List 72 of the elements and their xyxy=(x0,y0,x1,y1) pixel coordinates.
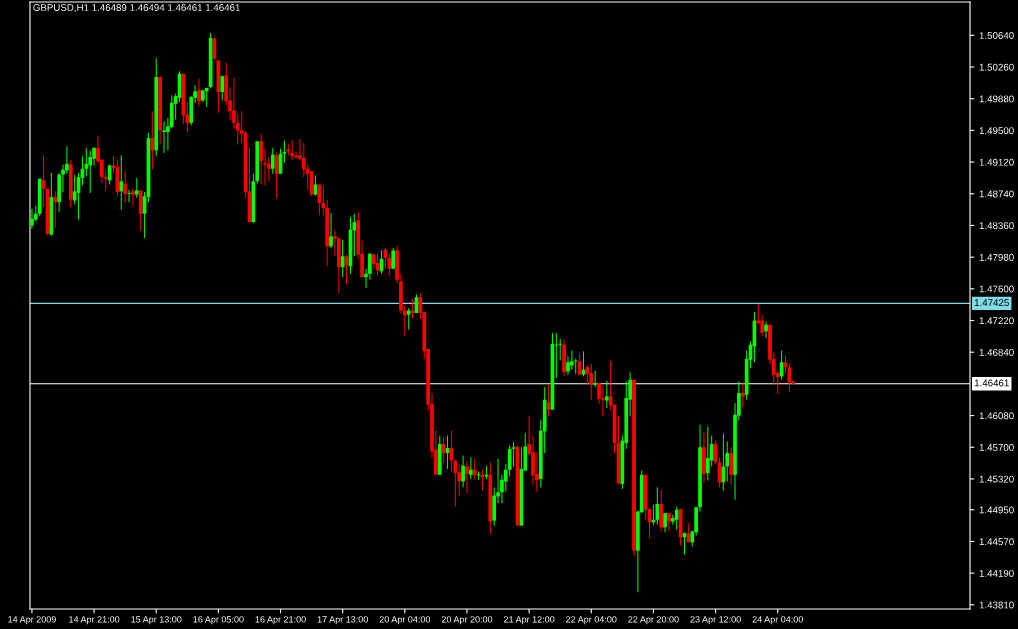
candlestick xyxy=(764,320,768,339)
candlestick xyxy=(566,355,570,376)
candlestick xyxy=(329,212,333,249)
candlestick xyxy=(570,350,574,371)
x-tick-label: 14 Apr 2009 xyxy=(8,616,56,625)
x-tick-label: 23 Apr 12:00 xyxy=(690,616,741,625)
candlestick xyxy=(270,147,275,175)
candlestick xyxy=(469,456,473,480)
candlestick xyxy=(604,380,609,409)
candlestick xyxy=(740,381,745,408)
x-tick-label: 24 Apr 04:00 xyxy=(752,616,803,625)
candlestick xyxy=(30,208,34,230)
y-tick-label: 1.49500 xyxy=(979,127,1014,135)
y-tick-label: 1.50640 xyxy=(979,32,1014,39)
x-tick-label: 21 Apr 12:00 xyxy=(503,616,555,625)
y-tick-label: 1.47220 xyxy=(979,317,1014,325)
candlestick xyxy=(119,154,124,211)
candlestick xyxy=(511,441,516,467)
y-tick-label: 1.43810 xyxy=(979,601,1014,609)
x-tick-label: 16 Apr 05:00 xyxy=(193,616,244,625)
candlestick xyxy=(461,455,465,488)
y-tick-label: 1.50260 xyxy=(979,63,1014,71)
candlestick xyxy=(127,189,131,203)
candlestick xyxy=(507,445,512,477)
chart-title: GBPUSD,H1 1.46489 1.46494 1.46461 1.46461 xyxy=(33,4,240,13)
y-tick-label: 1.44950 xyxy=(979,506,1014,514)
x-tick-label: 22 Apr 04:00 xyxy=(566,616,617,625)
y-tick-label: 1.46080 xyxy=(979,412,1014,420)
y-tick-label: 1.48740 xyxy=(979,190,1014,198)
ref-line-label: 1.46461 xyxy=(974,379,1009,387)
candlestick xyxy=(134,177,139,199)
candlestick xyxy=(138,189,143,231)
candlestick xyxy=(655,486,660,526)
candlestick xyxy=(259,133,263,186)
y-tick-label: 1.45700 xyxy=(979,443,1014,451)
y-tick-label: 1.49880 xyxy=(979,95,1014,103)
candlestick xyxy=(290,139,295,161)
x-tick-label: 16 Apr 21:00 xyxy=(255,616,306,625)
candlestick xyxy=(406,307,411,331)
x-tick-label: 20 Apr 20:00 xyxy=(441,616,493,625)
y-tick-label: 1.47600 xyxy=(979,285,1014,293)
x-tick-label: 20 Apr 04:00 xyxy=(379,616,431,625)
x-tick-label: 17 Apr 13:00 xyxy=(317,616,368,625)
candlestick xyxy=(185,101,190,133)
candlestick xyxy=(53,190,58,229)
candlestick xyxy=(729,446,733,486)
candlestick xyxy=(674,505,679,531)
candlestick xyxy=(340,239,345,278)
candlestick xyxy=(220,74,225,101)
candlestick xyxy=(601,385,605,417)
candlestick xyxy=(391,247,396,270)
y-tick-label: 1.49120 xyxy=(979,158,1014,166)
ref-line-label: 1.47425 xyxy=(974,299,1009,307)
candlestick xyxy=(197,78,201,107)
candlestick xyxy=(472,458,477,480)
candlestick xyxy=(659,489,664,532)
candlestick xyxy=(88,149,93,194)
y-tick-label: 1.45320 xyxy=(979,475,1014,483)
candlestick xyxy=(131,188,135,207)
x-tick-label: 15 Apr 13:00 xyxy=(131,616,182,625)
candlestick xyxy=(663,512,667,533)
candlestick xyxy=(162,120,166,154)
y-tick-label: 1.47980 xyxy=(979,253,1014,261)
y-tick-label: 1.44570 xyxy=(979,538,1014,546)
y-tick-label: 1.48360 xyxy=(979,222,1014,230)
candlestick xyxy=(667,512,671,532)
x-tick-label: 14 Apr 21:00 xyxy=(69,616,120,625)
candlestick xyxy=(441,436,446,464)
x-tick-label: 22 Apr 20:00 xyxy=(628,616,679,625)
y-tick-label: 1.44190 xyxy=(979,569,1014,577)
candlestick xyxy=(465,460,469,494)
y-tick-label: 1.46840 xyxy=(979,348,1014,356)
